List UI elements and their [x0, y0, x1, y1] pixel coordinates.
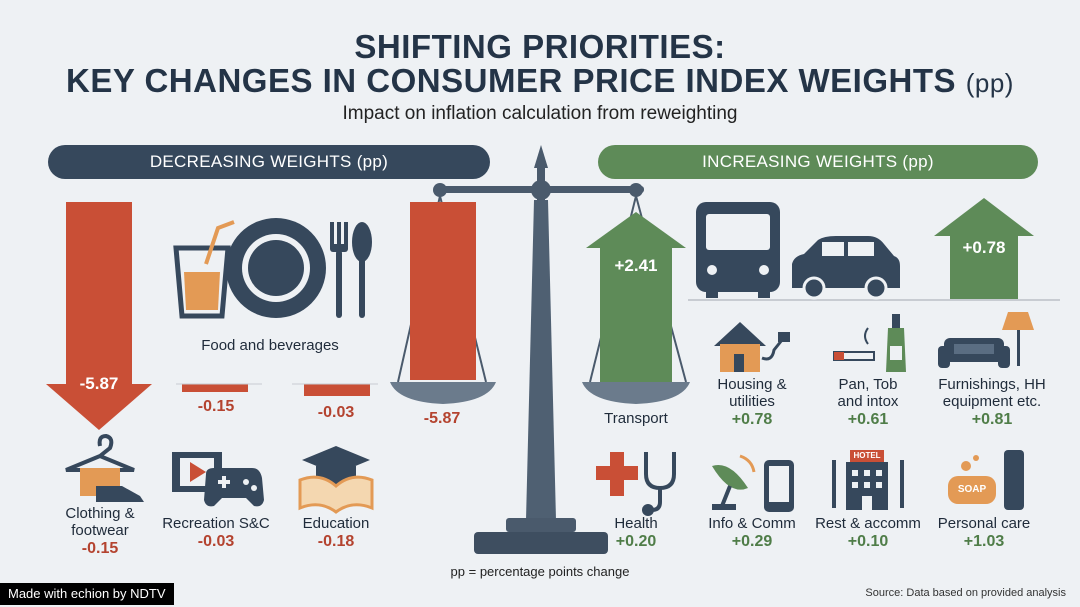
value-info: +0.29	[731, 533, 773, 550]
label-furnishings-line2: equipment etc.	[942, 393, 1042, 410]
value-housing-arrow: +0.78	[962, 238, 1006, 257]
page-title-line2: KEY CHANGES IN CONSUMER PRICE INDEX WEIG…	[0, 62, 1080, 100]
label-rest: Rest & accomm	[815, 515, 921, 532]
value-education: -0.18	[317, 533, 355, 550]
clothing-icon	[65, 433, 144, 502]
housing-increase-arrow	[934, 198, 1034, 300]
label-food: Food and beverages	[201, 337, 339, 354]
value-furnishings: +0.81	[971, 411, 1013, 428]
scale-icon	[397, 145, 687, 554]
soap-label-text: SOAP	[957, 484, 987, 495]
made-with-badge[interactable]: Made with echion by NDTV	[0, 583, 174, 605]
decreasing-banner: DECREASING WEIGHTS (pp)	[48, 145, 490, 179]
food-decrease-arrow	[46, 202, 152, 430]
hotel-sign-text: HOTEL	[853, 451, 881, 460]
fork-spoon-icon	[330, 222, 372, 318]
soap-comb-icon	[948, 450, 1024, 510]
bar-food-pan	[410, 202, 476, 380]
label-clothing-line1: Clothing &	[65, 505, 135, 522]
label-furnishings-line1: Furnishings, HH	[938, 376, 1046, 393]
pp-note: pp = percentage points change	[450, 564, 630, 579]
car-icon	[792, 236, 900, 300]
value-health: +0.20	[615, 533, 657, 550]
value-transport-arrow: +2.41	[614, 256, 658, 275]
label-housing-line1: Housing &	[717, 376, 787, 393]
recreation-icon	[172, 452, 264, 507]
transport-increase-arrow	[586, 212, 686, 382]
hotel-icon	[832, 450, 904, 510]
education-icon	[298, 446, 374, 514]
label-pan-line1: Pan, Tob	[838, 376, 898, 393]
value-pan: +0.61	[847, 411, 889, 428]
value-food-arrow: -5.87	[79, 374, 119, 393]
bar-recreation-small	[304, 384, 370, 396]
right-pan	[582, 382, 690, 404]
satellite-phone-icon	[712, 454, 794, 512]
subtitle: Impact on inflation calculation from rew…	[342, 103, 738, 124]
label-health: Health	[614, 515, 658, 532]
glass-icon	[173, 220, 235, 319]
health-icon	[596, 452, 676, 516]
value-small-bar-1: -0.15	[197, 398, 235, 415]
source-note: Source: Data based on provided analysis	[865, 587, 1066, 599]
value-housing: +0.78	[731, 411, 773, 428]
page-title-line1: SHIFTING PRIORITIES:	[354, 28, 726, 65]
increasing-banner: INCREASING WEIGHTS (pp)	[598, 145, 1038, 179]
value-clothing: -0.15	[81, 540, 119, 557]
label-info: Info & Comm	[708, 515, 796, 532]
label-education: Education	[302, 515, 370, 532]
left-pan	[390, 382, 496, 404]
label-clothing-line2: footwear	[71, 522, 129, 539]
plate-icon	[226, 218, 326, 318]
label-housing-line2: utilities	[729, 393, 775, 410]
label-pan-line2: and intox	[837, 393, 899, 410]
title-unit: (pp)	[965, 68, 1014, 98]
title-text: KEY CHANGES IN CONSUMER PRICE INDEX WEIG…	[66, 62, 957, 99]
value-small-bar-2: -0.03	[317, 404, 355, 421]
value-personal: +1.03	[963, 533, 1005, 550]
bar-clothing-small	[182, 384, 248, 392]
value-rest: +0.10	[847, 533, 889, 550]
sofa-lamp-icon	[938, 312, 1034, 368]
value-recreation: -0.03	[197, 533, 235, 550]
value-food-pan: -5.87	[423, 410, 461, 427]
tobacco-icon	[833, 314, 906, 372]
bus-icon	[696, 202, 780, 298]
house-icon	[714, 322, 790, 372]
label-personal: Personal care	[937, 515, 1031, 532]
label-recreation: Recreation S&C	[162, 515, 270, 532]
label-transport: Transport	[604, 410, 668, 427]
